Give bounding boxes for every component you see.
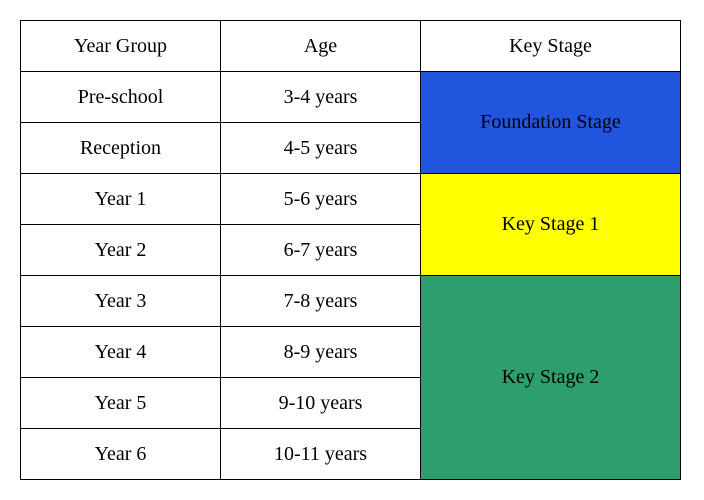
cell-year-group: Year 2 [21,225,221,276]
table-row: Year 15-6 yearsKey Stage 1 [21,174,681,225]
table-row: Year 37-8 yearsKey Stage 2 [21,276,681,327]
cell-year-group: Year 4 [21,327,221,378]
cell-age: 6-7 years [221,225,421,276]
cell-age: 4-5 years [221,123,421,174]
cell-age: 5-6 years [221,174,421,225]
cell-age: 3-4 years [221,72,421,123]
cell-age: 8-9 years [221,327,421,378]
cell-key-stage: Key Stage 1 [421,174,681,276]
cell-year-group: Year 1 [21,174,221,225]
cell-key-stage: Foundation Stage [421,72,681,174]
col-header-year-group: Year Group [21,21,221,72]
col-header-age: Age [221,21,421,72]
cell-year-group: Reception [21,123,221,174]
cell-age: 9-10 years [221,378,421,429]
col-header-key-stage: Key Stage [421,21,681,72]
cell-year-group: Year 5 [21,378,221,429]
cell-year-group: Pre-school [21,72,221,123]
cell-age: 10-11 years [221,429,421,480]
cell-year-group: Year 3 [21,276,221,327]
year-key-stage-table: Year GroupAgeKey StagePre-school3-4 year… [20,20,681,480]
cell-key-stage: Key Stage 2 [421,276,681,480]
table-header-row: Year GroupAgeKey Stage [21,21,681,72]
cell-year-group: Year 6 [21,429,221,480]
cell-age: 7-8 years [221,276,421,327]
table-row: Pre-school3-4 yearsFoundation Stage [21,72,681,123]
